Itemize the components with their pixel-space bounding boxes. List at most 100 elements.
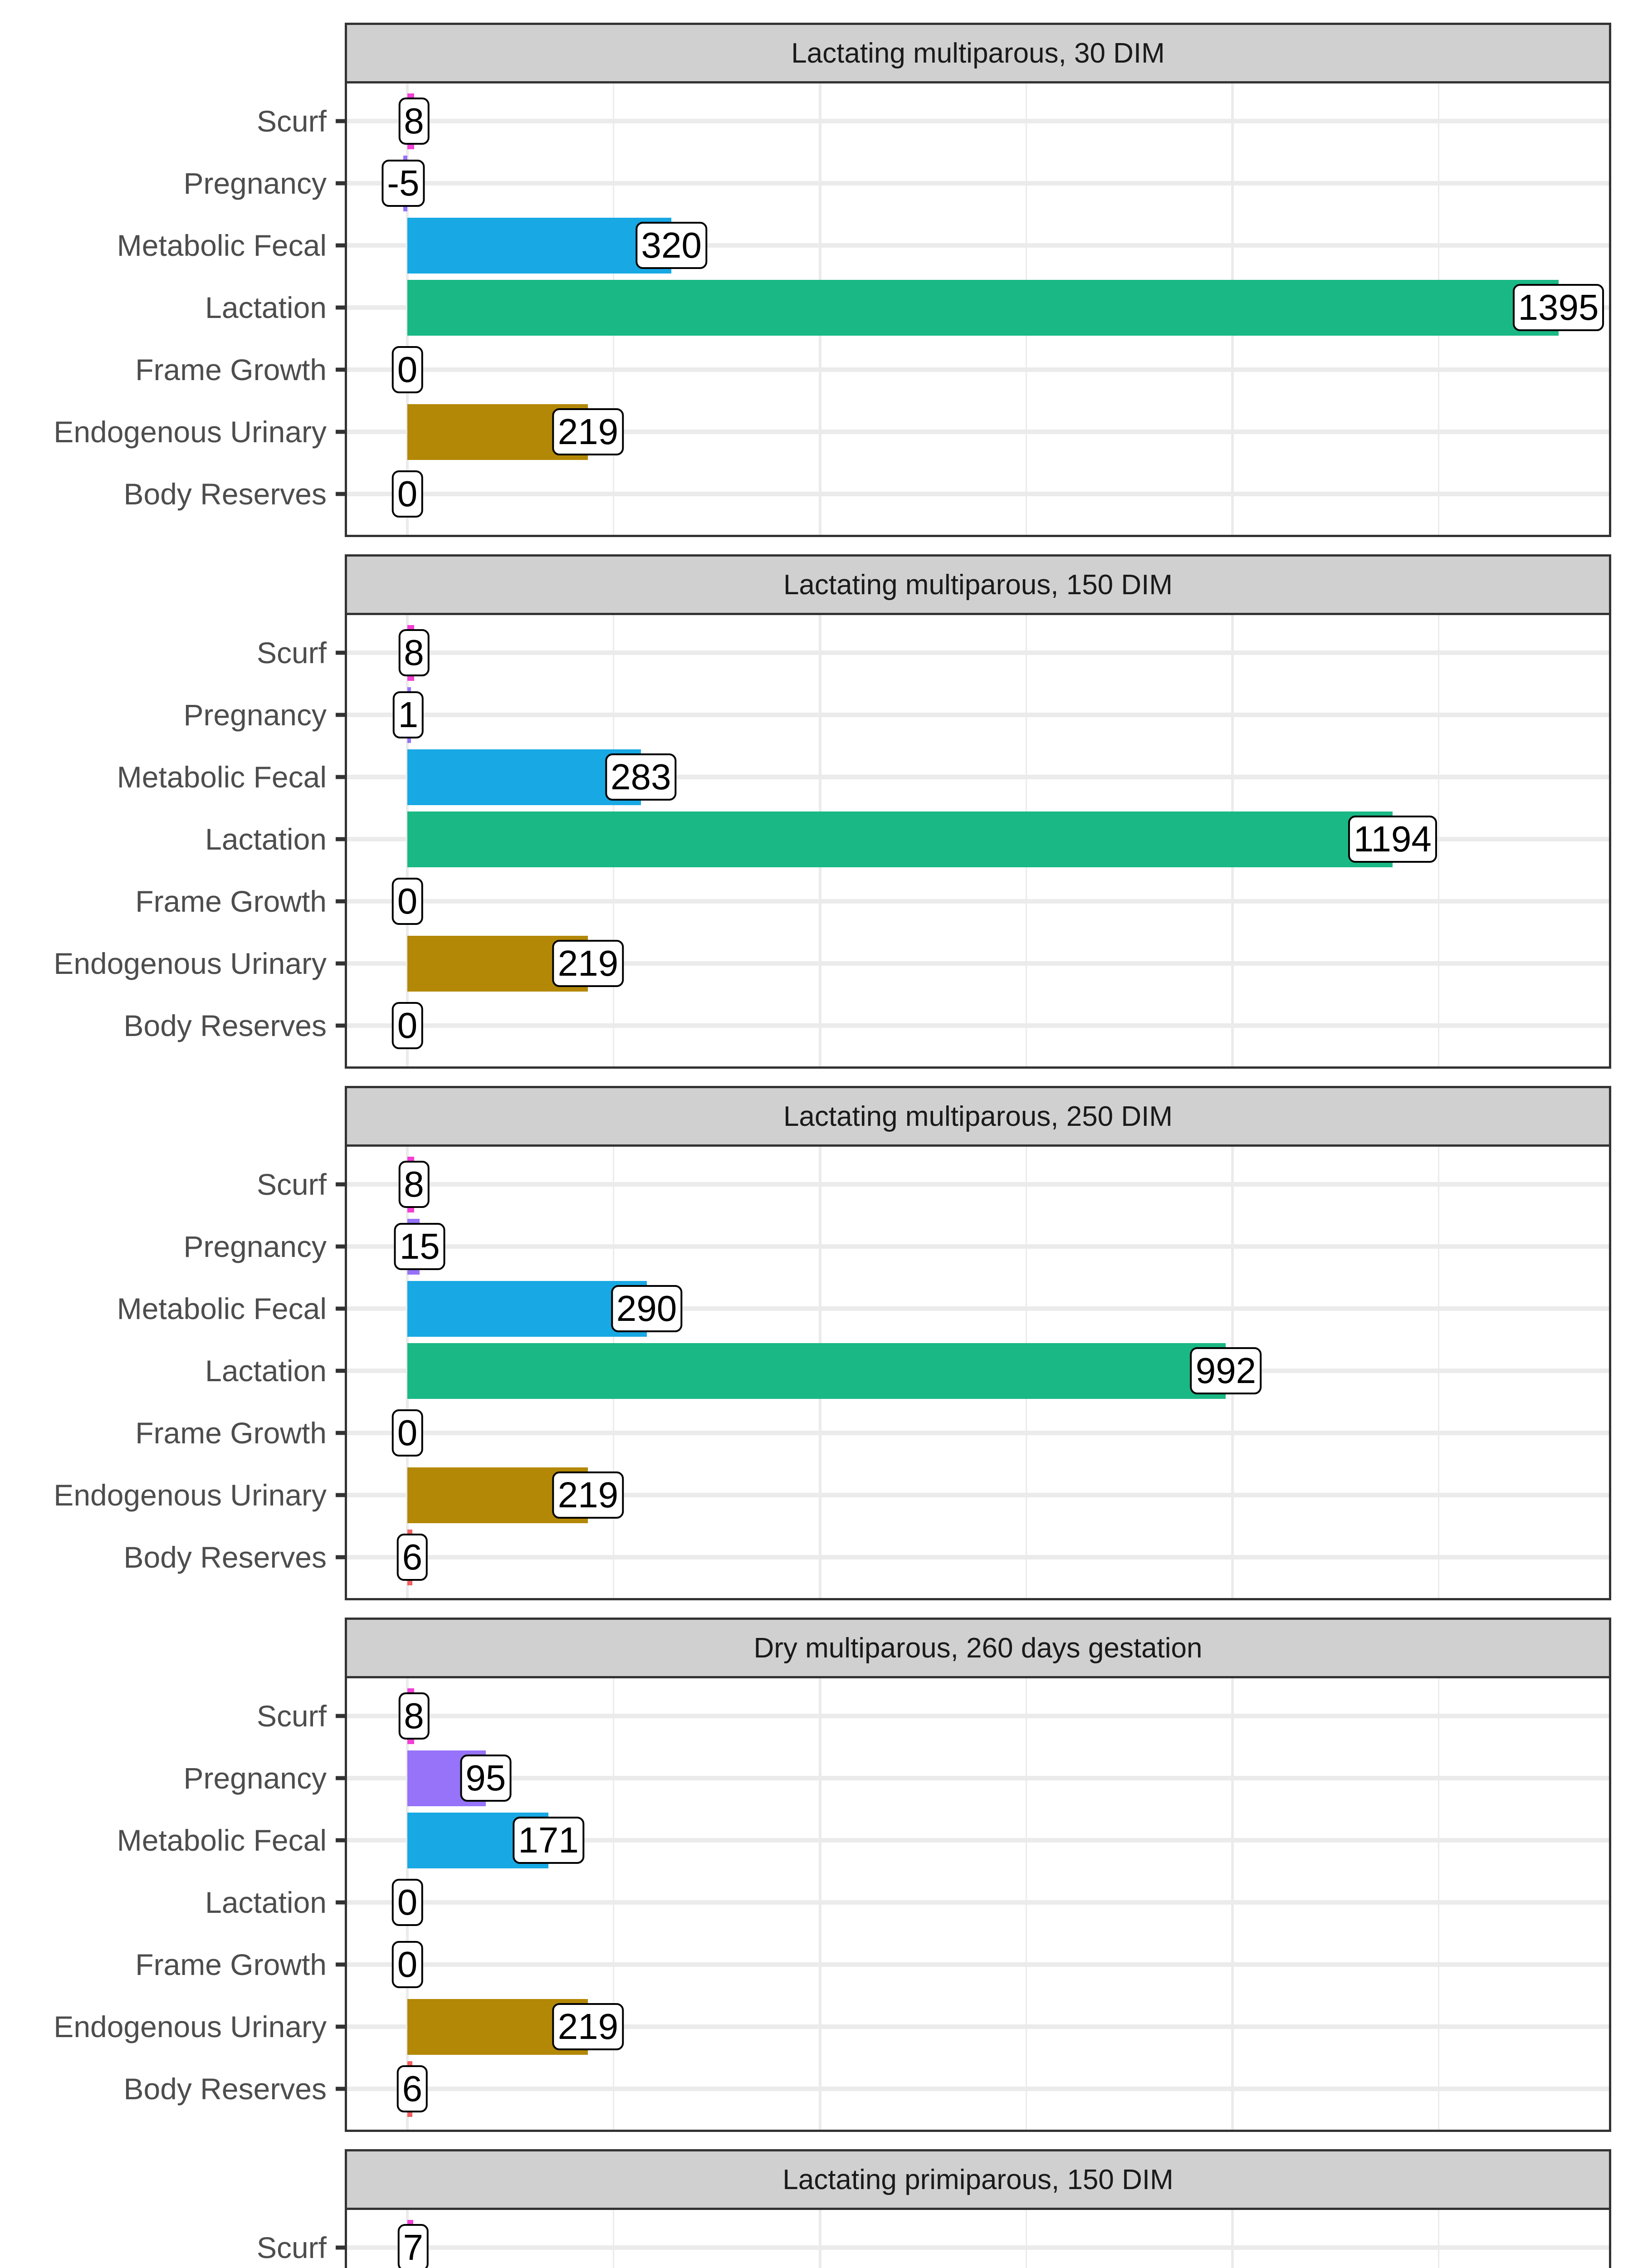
- y-axis-tick: [336, 119, 345, 123]
- y-axis-label: Body Reserves: [123, 1009, 327, 1042]
- value-label: -5: [381, 160, 425, 207]
- y-axis-tick: [336, 492, 345, 496]
- y-axis-tick: [336, 430, 345, 434]
- horizontal-gridline: [347, 492, 1609, 496]
- horizontal-gridline: [347, 775, 1609, 779]
- facet-strip-title: Lactating primiparous, 150 DIM: [345, 2149, 1611, 2210]
- y-axis-tick: [336, 1431, 345, 1435]
- y-axis-label: Lactation: [205, 1354, 327, 1388]
- bar-lactation: [407, 280, 1559, 336]
- value-label: 8: [398, 1161, 430, 1208]
- horizontal-gridline: [347, 1776, 1609, 1780]
- horizontal-gridline: [347, 961, 1609, 966]
- y-axis-tick: [336, 899, 345, 904]
- value-label: 320: [636, 222, 707, 269]
- value-label: 0: [391, 346, 423, 393]
- value-label: 7: [397, 2224, 429, 2268]
- y-axis-label: Frame Growth: [135, 353, 327, 386]
- plot-area: 8 -5 320 1395 0 219 0: [345, 83, 1611, 537]
- horizontal-gridline: [347, 1244, 1609, 1249]
- bar-lactation: [407, 811, 1393, 867]
- value-label: 15: [394, 1223, 445, 1270]
- plot-area: 71240992251660: [345, 2210, 1611, 2268]
- horizontal-gridline: [347, 430, 1609, 434]
- value-label: 219: [552, 1471, 624, 1519]
- y-axis-label: Endogenous Urinary: [54, 415, 327, 449]
- y-axis-tick: [336, 1306, 345, 1311]
- y-axis-label: Lactation: [205, 1886, 327, 1919]
- y-axis-label: Lactation: [205, 822, 327, 856]
- y-axis-label: Frame Growth: [135, 1416, 327, 1450]
- value-label: 8: [398, 98, 430, 145]
- facet-panel: Lactating multiparous, 150 DIM 8 1 283 1194 0…: [345, 554, 1611, 1069]
- y-axis-label: Metabolic Fecal: [117, 760, 327, 794]
- y-axis-label: Scurf: [256, 2231, 327, 2264]
- y-axis-tick: [336, 650, 345, 655]
- y-axis-tick: [336, 1900, 345, 1905]
- value-label: 283: [605, 753, 677, 801]
- value-label: 219: [552, 2003, 624, 2050]
- vertical-gridline: [818, 2210, 821, 2268]
- horizontal-gridline: [347, 1555, 1609, 1559]
- horizontal-gridline: [347, 1306, 1609, 1311]
- value-label: 992: [1190, 1347, 1262, 1394]
- vertical-gridline: [1025, 2210, 1027, 2268]
- y-axis-tick: [336, 1555, 345, 1559]
- y-axis-tick: [336, 1838, 345, 1843]
- y-axis-label: Body Reserves: [123, 1540, 327, 1574]
- vertical-gridline: [1438, 2210, 1440, 2268]
- facet-panel: Dry multiparous, 260 days gestation 8 95 17…: [345, 1618, 1611, 2132]
- y-axis-tick: [336, 1369, 345, 1373]
- facet-panel: Lactating multiparous, 30 DIM 8 -5 320 1395 0…: [345, 23, 1611, 537]
- y-axis-label: Scurf: [256, 636, 327, 670]
- y-axis-tick: [336, 1023, 345, 1028]
- value-label: 1395: [1512, 284, 1604, 331]
- value-label: 0: [391, 1002, 423, 1049]
- value-label: 95: [460, 1755, 512, 1802]
- y-axis-tick: [336, 2024, 345, 2029]
- bar-lactation: [407, 1343, 1226, 1399]
- y-axis-tick: [336, 713, 345, 717]
- y-axis-label: Scurf: [256, 104, 327, 138]
- bar-metabolic-fecal: [407, 749, 641, 805]
- horizontal-gridline: [347, 1182, 1609, 1187]
- y-axis-label: Pregnancy: [183, 166, 327, 200]
- value-label: 6: [396, 1534, 428, 1581]
- facet-panel: Lactating primiparous, 150 DIM7124099225…: [345, 2149, 1611, 2268]
- horizontal-gridline: [347, 119, 1609, 123]
- value-label: 1: [392, 691, 424, 738]
- y-axis-tick: [336, 1493, 345, 1497]
- horizontal-gridline: [347, 899, 1609, 904]
- value-label: 8: [398, 1692, 430, 1740]
- horizontal-gridline: [347, 1431, 1609, 1435]
- value-label: 8: [398, 629, 430, 676]
- y-axis-label: Endogenous Urinary: [54, 1478, 327, 1512]
- y-axis-label: Scurf: [256, 1699, 327, 1733]
- value-label: 0: [391, 878, 423, 925]
- bar-metabolic-fecal: [407, 1281, 647, 1337]
- y-axis-label: Body Reserves: [123, 477, 327, 511]
- y-axis-label: Metabolic Fecal: [117, 1823, 327, 1857]
- y-axis-label: Pregnancy: [183, 1230, 327, 1263]
- value-label: 6: [396, 2065, 428, 2112]
- facet-strip-title: Lactating multiparous, 30 DIM: [345, 23, 1611, 83]
- y-axis-tick: [336, 305, 345, 310]
- horizontal-gridline: [347, 2245, 1609, 2250]
- horizontal-gridline: [347, 181, 1609, 186]
- y-axis-label: Metabolic Fecal: [117, 1292, 327, 1325]
- horizontal-gridline: [347, 1900, 1609, 1905]
- y-axis-label: Pregnancy: [183, 1761, 327, 1795]
- horizontal-gridline: [347, 650, 1609, 655]
- plot-area: 8 1 283 1194 0 219 0: [345, 615, 1611, 1069]
- facet-strip-title: Lactating multiparous, 250 DIM: [345, 1086, 1611, 1147]
- y-axis-tick: [336, 181, 345, 186]
- y-axis-tick: [336, 961, 345, 966]
- y-axis-tick: [336, 367, 345, 372]
- y-axis-label: Body Reserves: [123, 2072, 327, 2106]
- value-label: 290: [611, 1285, 683, 1332]
- value-label: 0: [391, 1879, 423, 1926]
- y-axis-tick: [336, 2245, 345, 2250]
- horizontal-gridline: [347, 2087, 1609, 2091]
- horizontal-gridline: [347, 1714, 1609, 1718]
- facet-strip-title: Dry multiparous, 260 days gestation: [345, 1618, 1611, 1678]
